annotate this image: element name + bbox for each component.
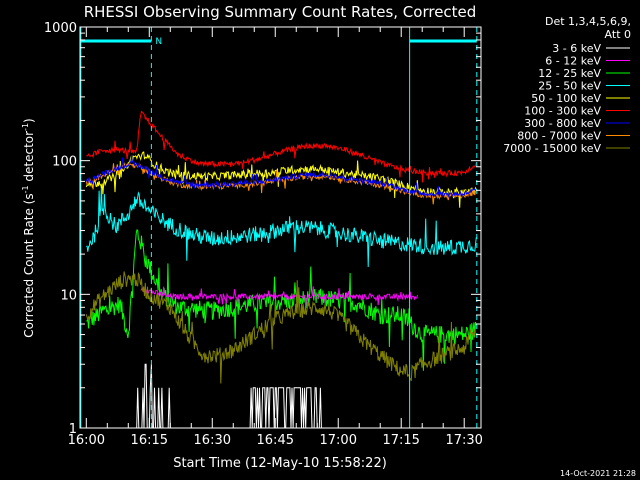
plot-frame [79,26,482,429]
x-tick-label: 16:00 [68,433,105,448]
series-line-2 [140,286,418,308]
legend-label: 6 - 12 keV [545,55,601,68]
series-line-5 [85,151,477,208]
series-line-9 [85,271,477,384]
x-tick-label: 17:30 [445,433,482,448]
y-axis-label-mid: detector [22,131,36,186]
legend-label: 800 - 7000 keV [517,130,601,143]
y-axis-label-end: ) [22,118,36,123]
y-axis-label-sup1: -1 [21,185,30,193]
legend-label: 12 - 25 keV [538,67,601,80]
y-tick-label: 10 [60,288,77,303]
y-tick-label: 1000 [44,21,77,36]
y-axis-label-sup2: -1 [21,123,30,131]
x-tick-label: 16:30 [194,433,231,448]
series-line-3 [86,229,477,371]
timestamp: 14-Oct-2021 21:28 [560,469,636,478]
x-tick-label: 17:15 [382,433,419,448]
x-tick-label: 16:15 [131,433,168,448]
series-line-4 [86,185,477,268]
legend-label: 300 - 800 keV [524,117,601,130]
legend-label: 100 - 300 keV [524,105,601,118]
legend-label: 50 - 100 keV [531,92,601,105]
series-line-1 [124,363,465,428]
x-tick-label: 17:00 [320,433,357,448]
y-tick-label: 1 [69,422,77,437]
night-annotation: N [155,37,162,47]
legend-label: 3 - 6 keV [552,42,601,55]
legend-subtitle: Att 0 [605,28,631,41]
chart-title: RHESSI Observing Summary Count Rates, Co… [84,3,477,21]
series-line-7 [85,155,477,199]
legend-label: 7000 - 15000 keV [503,142,601,155]
legend-label: 25 - 50 keV [538,80,601,93]
y-axis-label: Corrected Count Rate (s-1 detector-1) [21,118,36,337]
y-axis-label-main: Corrected Count Rate (s [22,193,36,337]
y-tick-label: 100 [52,155,77,170]
x-tick-label: 16:45 [257,433,294,448]
x-axis-label: Start Time (12-May-10 15:58:22) [173,456,387,471]
legend-title: Det 1,3,4,5,6,9, [545,15,631,28]
